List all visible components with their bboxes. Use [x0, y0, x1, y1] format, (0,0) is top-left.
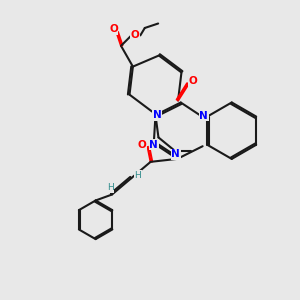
Text: N: N [199, 111, 208, 121]
Text: O: O [109, 25, 118, 34]
Text: O: O [137, 140, 146, 151]
Text: O: O [130, 30, 140, 40]
Text: H: H [107, 184, 114, 193]
Text: N: N [172, 149, 180, 159]
Text: O: O [189, 76, 197, 86]
Text: N: N [153, 110, 161, 120]
Text: H: H [134, 171, 141, 180]
Text: N: N [149, 140, 158, 150]
